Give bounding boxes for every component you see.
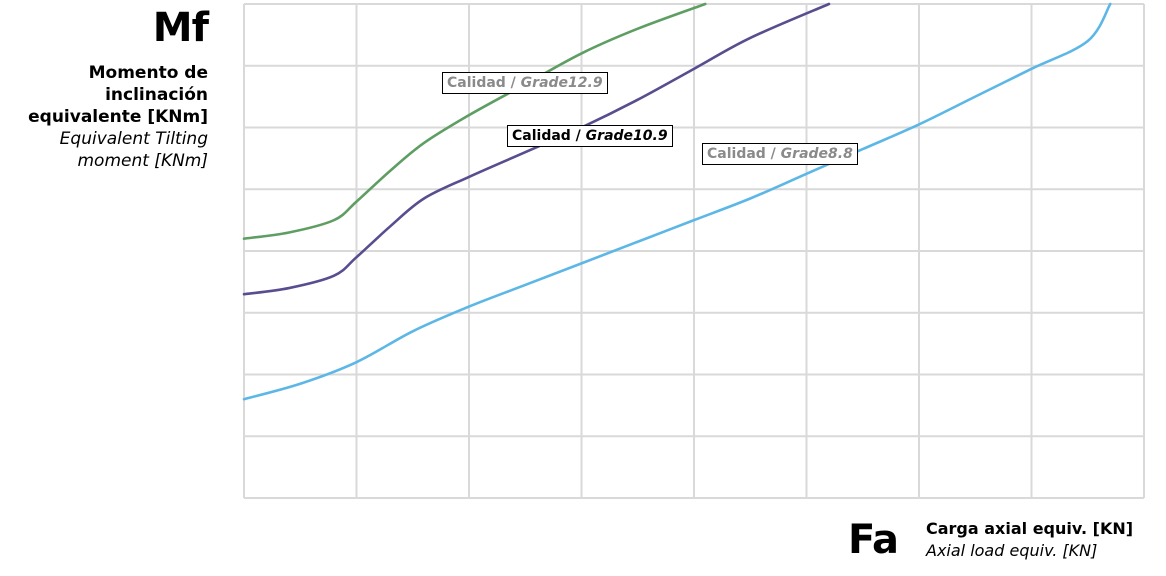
- series-label-grade: Grade12.9: [520, 75, 603, 91]
- y-axis-title: Mf Momento de inclinación equivalente [K…: [0, 4, 209, 172]
- y-axis-label-es: Momento de inclinación equivalente [KNm]: [28, 63, 208, 127]
- series-label-grade-8-8: Calidad / Grade8.8: [702, 143, 858, 165]
- x-axis-title: Fa Carga axial equiv. [KN] Axial load eq…: [848, 508, 1148, 574]
- grid-layer: [243, 3, 1145, 499]
- y-axis-label-en: Equivalent Tilting moment [KNm]: [59, 129, 208, 171]
- series-label-prefix: Calidad /: [707, 146, 781, 162]
- series-line-0: [242, 2, 707, 240]
- series-label-prefix: Calidad /: [447, 75, 521, 91]
- series-line-2: [242, 2, 1112, 401]
- series-label-prefix: Calidad /: [512, 128, 586, 144]
- series-label-grade: Grade8.8: [780, 146, 853, 162]
- series-layer: [242, 2, 1112, 401]
- series-label-grade-10-9: Calidad / Grade10.9: [507, 125, 673, 147]
- series-label-grade: Grade10.9: [585, 128, 668, 144]
- series-label-grade-12-9: Calidad / Grade12.9: [442, 72, 608, 94]
- x-axis-label-en: Axial load equiv. [KN]: [926, 541, 1098, 560]
- y-axis-symbol: Mf: [152, 5, 209, 51]
- series-line-1: [242, 2, 831, 296]
- x-axis-symbol: Fa: [848, 517, 899, 563]
- x-axis-label-es: Carga axial equiv. [KN]: [926, 519, 1134, 538]
